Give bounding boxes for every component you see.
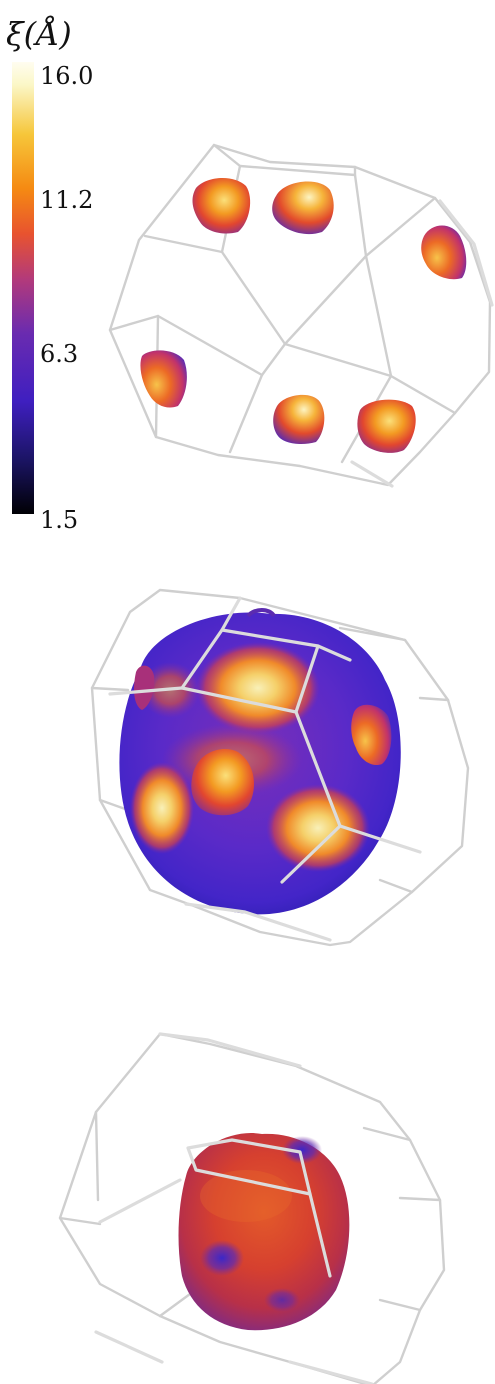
blue-spot-top: [282, 1136, 322, 1164]
blue-spot-bottom: [264, 1288, 300, 1312]
brillouin-zone-wireframe-front: [108, 596, 422, 942]
hot-spot-left: [130, 762, 194, 854]
colorbar-tick-label: 11.2: [40, 186, 93, 214]
pocket-4: [140, 350, 187, 408]
pocket-cap-right: [351, 704, 392, 766]
hot-spot-right: [266, 784, 370, 872]
hot-spot-top: [196, 642, 320, 734]
pocket-2: [272, 181, 334, 235]
panel-middle: [90, 588, 470, 947]
fermi-pockets: [140, 177, 467, 453]
brillouin-zone-wireframe-back: [58, 1032, 446, 1384]
blue-spot-left: [200, 1240, 244, 1276]
colorbar-tick-label: 6.3: [40, 340, 78, 368]
colorbar-bar: [12, 62, 34, 514]
pocket-3: [421, 225, 467, 280]
panel-bottom: [58, 1032, 446, 1384]
panel-top: [108, 143, 494, 488]
colorbar: ξ(Å) 16.0 11.2 6.3 1.5: [6, 15, 93, 534]
colorbar-tick-label: 1.5: [40, 506, 78, 534]
warm-highlight: [200, 1170, 292, 1222]
pocket-6: [357, 399, 416, 453]
brillouin-zone-wireframe-front: [94, 1032, 374, 1384]
pocket-cap-top: [246, 608, 276, 618]
colorbar-title: ξ(Å): [6, 15, 72, 53]
blob-body: [178, 1133, 350, 1331]
pocket-5: [273, 394, 325, 444]
colorbar-tick-label: 16.0: [40, 62, 93, 90]
pocket-cap-left: [134, 665, 155, 710]
brillouin-zone-wireframe-back: [90, 588, 470, 947]
pocket-1: [192, 177, 251, 234]
pocket-cap-front: [191, 749, 254, 816]
fermi-surface-sphere: [119, 608, 401, 915]
fermi-surface-blob: [178, 1133, 350, 1331]
